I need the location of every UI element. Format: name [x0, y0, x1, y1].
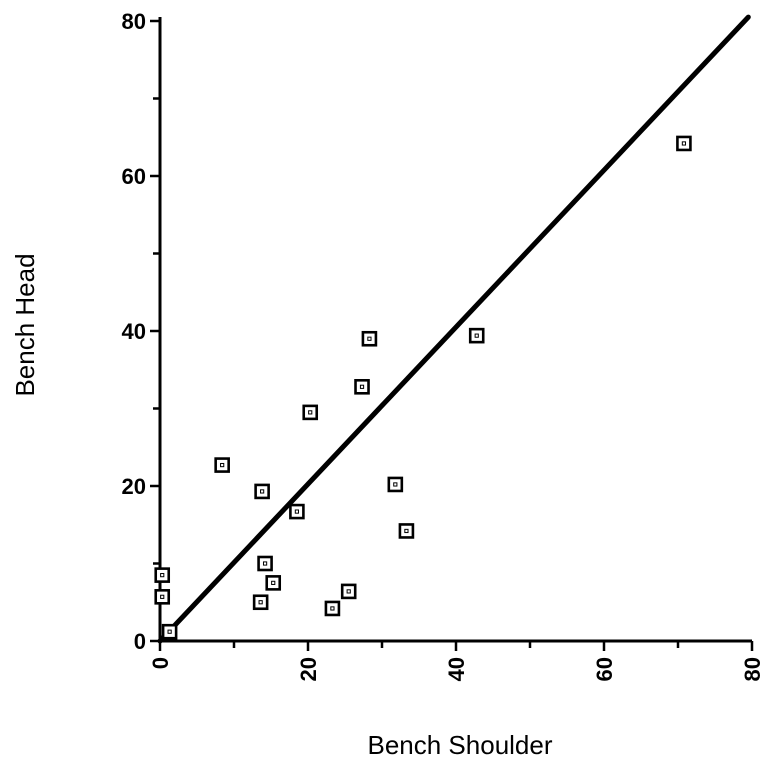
data-point [257, 555, 273, 572]
x-tick-label: 20 [296, 657, 321, 681]
x-tick-label: 0 [148, 657, 173, 669]
data-point [468, 327, 485, 344]
y-axis-label: Bench Head [10, 253, 40, 396]
data-point [265, 575, 282, 591]
ticks: 0 20 40 60 80 0 20 40 60 80 [122, 9, 764, 681]
points-group [154, 135, 692, 640]
data-point [154, 567, 171, 583]
data-point [340, 583, 357, 600]
x-tick-label: 40 [444, 657, 469, 681]
x-tick-label: 60 [592, 657, 617, 681]
data-point [676, 135, 692, 152]
y-tick-label: 80 [122, 9, 146, 34]
fit-line [157, 14, 751, 644]
y-tick-label: 60 [122, 164, 146, 189]
y-tick-label: 20 [122, 474, 146, 499]
x-axis-label: Bench Shoulder [367, 730, 552, 760]
data-point [324, 600, 341, 617]
data-point [302, 404, 319, 421]
data-point [289, 503, 305, 520]
data-point [252, 594, 269, 611]
data-point [161, 623, 178, 640]
data-point [214, 457, 230, 473]
data-point [398, 523, 415, 539]
data-point [154, 589, 171, 605]
y-tick-label: 0 [134, 629, 146, 654]
data-point [387, 476, 404, 493]
data-point [361, 330, 378, 347]
data-point [254, 483, 270, 500]
y-tick-label: 40 [122, 319, 146, 344]
x-tick-label: 80 [740, 657, 764, 681]
data-point [354, 378, 370, 395]
fit-line-group [157, 14, 751, 644]
